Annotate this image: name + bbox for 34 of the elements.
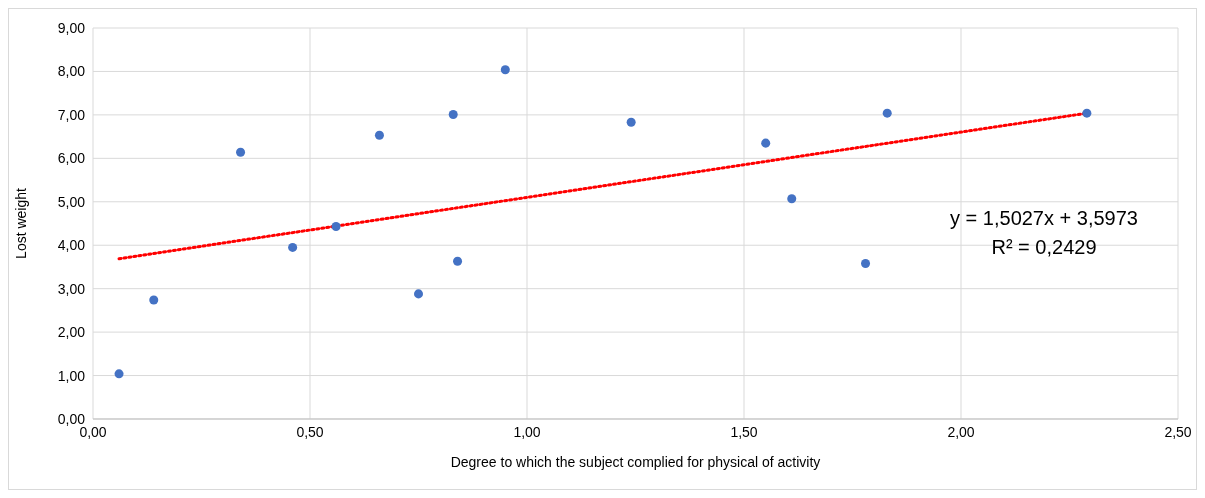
- y-tick-label: 9,00: [57, 19, 86, 36]
- point: [236, 147, 246, 157]
- y-tick-label: 1,00: [57, 367, 86, 384]
- point: [453, 256, 463, 266]
- x-tick-label: 1,00: [513, 423, 541, 440]
- point: [1082, 108, 1092, 118]
- point: [861, 258, 871, 268]
- x-axis-title: Degree to which the subject complied for physical of activity: [450, 454, 821, 470]
- y-tick-label: 8,00: [57, 63, 86, 80]
- y-tick-label: 5,00: [57, 193, 86, 210]
- point: [787, 194, 797, 204]
- x-tick-label: 1,50: [730, 423, 758, 440]
- point: [288, 242, 298, 252]
- x-tick-label: 0,50: [296, 423, 324, 440]
- x-tick-label: 2,50: [1164, 423, 1192, 440]
- point: [761, 138, 771, 148]
- annotation: R² = 0,2429: [990, 235, 1098, 260]
- y-tick-label: 3,00: [57, 280, 86, 297]
- x-tick-label: 2,00: [947, 423, 975, 440]
- annotation: y = 1,5027x + 3,5973: [949, 206, 1139, 231]
- point: [448, 109, 458, 119]
- point: [882, 108, 892, 118]
- y-axis-title: Lost weight: [12, 187, 29, 259]
- point: [626, 117, 636, 127]
- y-tick-label: 6,00: [57, 150, 86, 167]
- y-tick-label: 4,00: [57, 237, 86, 254]
- point: [331, 222, 341, 232]
- point: [413, 289, 424, 299]
- point: [114, 369, 124, 379]
- point: [149, 295, 159, 305]
- y-tick-label: 2,00: [57, 324, 86, 341]
- point: [500, 65, 510, 75]
- y-tick-label: 7,00: [57, 106, 86, 123]
- point: [374, 130, 384, 140]
